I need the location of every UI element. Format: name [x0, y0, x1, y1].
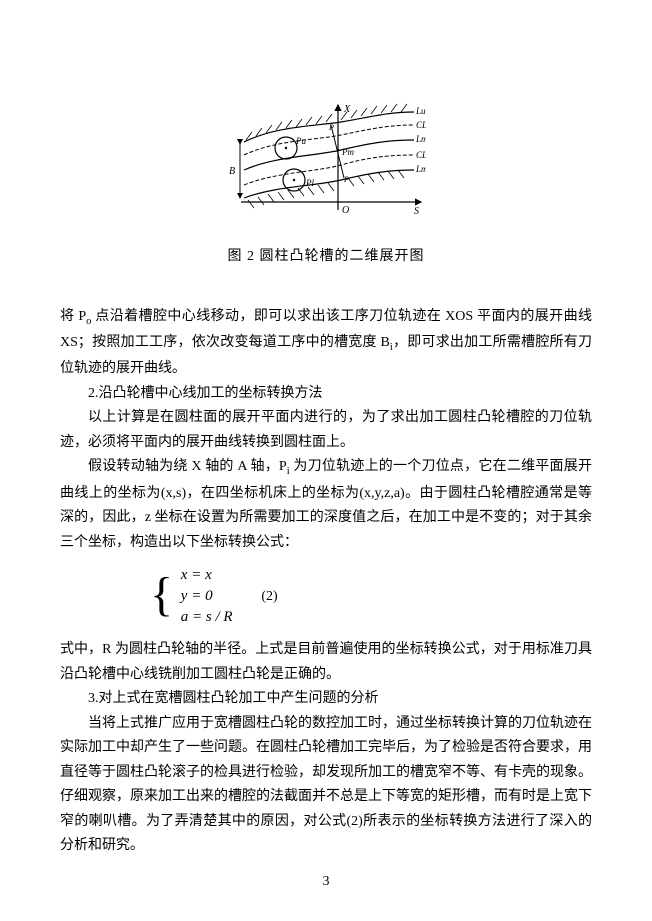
eq-line-1: x = x: [181, 567, 212, 583]
label-x-axis: X: [343, 104, 351, 115]
heading-2: 2.沿凸轮槽中心线加工的坐标转换方法: [60, 382, 592, 407]
page-content: X S O Lu CLu Lm CLm Lm: [0, 0, 652, 920]
label-Pu: Pu: [295, 136, 306, 146]
paragraph-1: 将 Po 点沿着槽腔中心线移动，即可以求出该工序刀位轨迹在 XOS 平面内的展开…: [60, 305, 592, 382]
label-Lm2: Lm: [415, 164, 426, 174]
equation-2: { x = x y = 0 a = s / R (2): [150, 565, 592, 628]
label-CLu: CLu: [416, 120, 426, 130]
eq-line-3: a = s / R: [181, 609, 233, 625]
label-Pl: Pl: [305, 178, 314, 188]
page-number: 3: [60, 874, 592, 890]
paragraph-3: 假设转动轴为绕 X 轴的 A 轴，Pi 为刀位轨迹上的一个刀位点，它在二维平面展…: [60, 455, 592, 555]
label-Lu: Lu: [415, 106, 426, 116]
label-CLm: CLm: [416, 150, 426, 160]
paragraph-2: 以上计算是在圆柱面的展开平面内进行的，为了求出加工圆柱凸轮槽腔的刀位轨迹，必须将…: [60, 406, 592, 455]
paragraph-4: 式中，R 为圆柱凸轮轴的半径。上式是目前普遍使用的坐标转换公式，对于用标准刀具沿…: [60, 638, 592, 687]
label-Lm: Lm: [415, 134, 426, 144]
paragraph-5: 当将上式推广应用于宽槽圆柱凸轮的数控加工时，通过坐标转换计算的刀位轨迹在实际加工…: [60, 712, 592, 859]
eq-line-2: y = 0: [181, 588, 213, 604]
svg-text:P: P: [343, 175, 349, 184]
label-Pm: Pm: [341, 147, 354, 157]
figure-2: X S O Lu CLu Lm CLm Lm: [60, 100, 592, 265]
figure-2-caption: 图 2 圆柱凸轮槽的二维展开图: [60, 245, 592, 265]
label-B: B: [229, 166, 235, 177]
eq-tag: (2): [261, 589, 277, 604]
heading-3: 3.对上式在宽槽圆柱凸轮加工中产生问题的分析: [60, 687, 592, 712]
p1-a: 将 P: [60, 309, 86, 324]
svg-text:P: P: [328, 123, 334, 132]
label-s-axis: S: [414, 206, 419, 217]
label-origin: O: [342, 205, 349, 216]
figure-2-svg: X S O Lu CLu Lm CLm Lm: [226, 100, 426, 230]
p3-a: 假设转动轴为绕 X 轴的 A 轴，P: [88, 459, 287, 474]
